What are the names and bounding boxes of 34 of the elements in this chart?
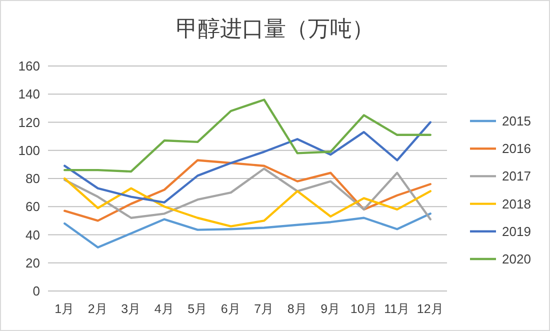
x-tick-label: 4月: [154, 302, 174, 316]
y-tick-label: 0: [32, 284, 40, 298]
y-tick-label: 100: [18, 142, 40, 158]
legend-label: 2019: [502, 224, 531, 239]
x-tick-label: 5月: [188, 302, 208, 316]
x-tick-label: 8月: [287, 302, 308, 316]
legend-label: 2020: [502, 252, 531, 266]
line-series: [64, 98, 432, 173]
legend-label: 2015: [502, 114, 531, 128]
x-tick-label: 10月: [350, 302, 378, 316]
y-tick-label: 140: [18, 86, 40, 102]
x-tick-label: 9月: [320, 302, 341, 316]
y-tick-label: 160: [18, 58, 40, 74]
x-tick-label: 1月: [54, 302, 75, 316]
y-tick-label: 60: [26, 199, 40, 214]
line-series: [64, 212, 432, 249]
legend-label: 2017: [502, 168, 531, 184]
y-tick-label: 80: [26, 171, 40, 186]
line-series: [64, 121, 432, 204]
x-tick-label: 7月: [254, 302, 274, 316]
x-tick-label: 3月: [121, 302, 142, 316]
legend-label: 2016: [502, 141, 531, 156]
x-tick-label: 12月: [416, 302, 444, 316]
line-series: [64, 168, 432, 220]
chart-title: 甲醇进口量（万吨）: [176, 16, 374, 41]
x-tick-label: 6月: [220, 302, 241, 316]
y-tick-label: 40: [26, 227, 40, 242]
line-series: [64, 177, 432, 228]
legend-label: 2018: [502, 196, 531, 212]
x-tick-label: 11月: [384, 302, 410, 316]
x-tick-label: 2月: [88, 302, 108, 316]
y-tick-label: 20: [26, 255, 40, 270]
y-tick-label: 120: [18, 114, 40, 130]
line-series: [64, 159, 432, 222]
